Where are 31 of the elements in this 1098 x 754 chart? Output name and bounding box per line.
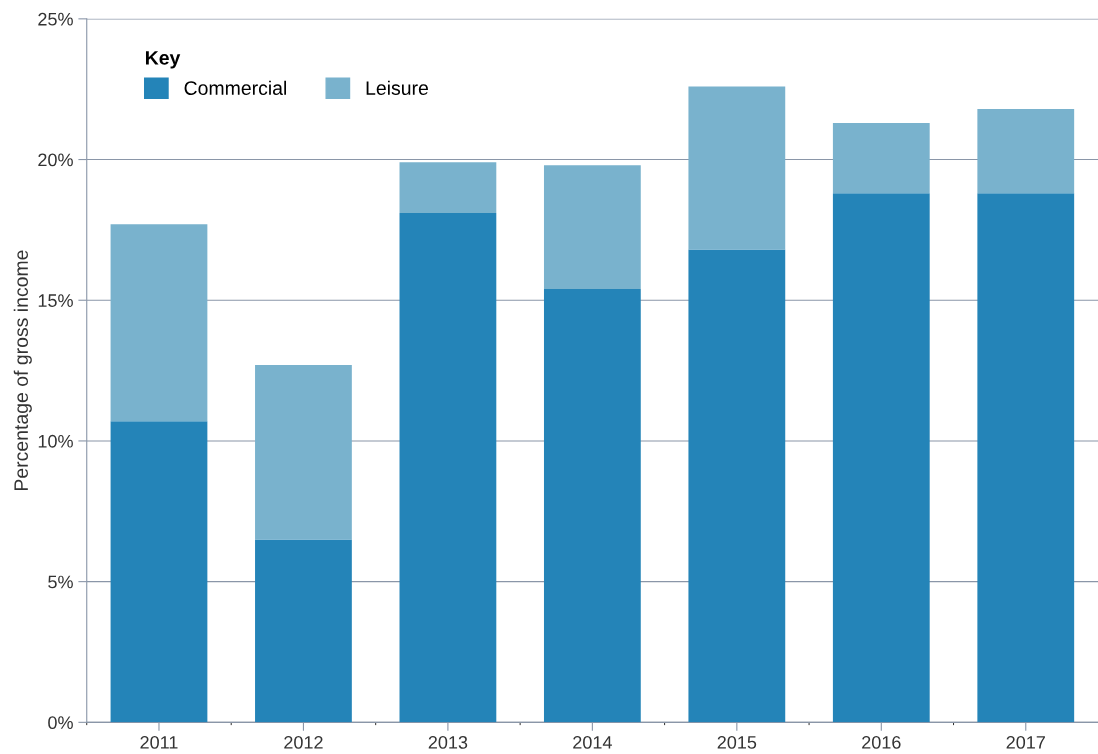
y-tick-label: 20% xyxy=(38,153,73,167)
bar xyxy=(688,86,786,250)
legend-title: Key xyxy=(145,51,181,69)
bar xyxy=(977,108,1075,194)
x-tick-label: 2017 xyxy=(1006,736,1045,749)
x-tick-label: 2011 xyxy=(140,736,178,749)
x-tick-label: 2015 xyxy=(717,736,757,749)
bar xyxy=(110,421,208,723)
y-tick-label: 10% xyxy=(38,434,73,448)
x-tick-label: 2014 xyxy=(573,736,612,749)
bar xyxy=(399,162,497,214)
y-axis-title: Percentage of gross income xyxy=(13,250,32,491)
bar xyxy=(399,213,497,723)
bar xyxy=(255,364,352,540)
legend-label: Leisure xyxy=(366,80,428,95)
x-tick-label: 2012 xyxy=(284,736,323,749)
y-tick-label: 25% xyxy=(38,12,73,26)
legend-label: Commercial xyxy=(184,80,286,95)
y-tick-label: 0% xyxy=(48,716,73,730)
x-tick-label: 2016 xyxy=(862,736,901,749)
bar xyxy=(977,193,1075,723)
y-tick-label: 5% xyxy=(48,575,73,589)
bar xyxy=(543,288,641,723)
bar xyxy=(255,539,352,723)
bar xyxy=(543,165,641,289)
bar xyxy=(832,193,930,723)
bar xyxy=(688,249,786,723)
bar xyxy=(110,224,208,422)
y-tick-label: 15% xyxy=(38,294,73,307)
x-tick-label: 2013 xyxy=(428,736,468,749)
bar xyxy=(832,122,930,194)
